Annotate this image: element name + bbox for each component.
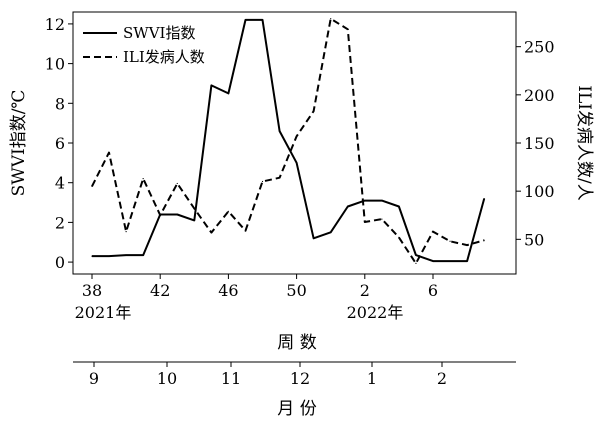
ili-point <box>142 178 144 180</box>
swvi-point <box>483 197 485 200</box>
ili-point <box>108 152 110 154</box>
swvi-point <box>398 205 400 208</box>
swvi-point <box>415 254 417 256</box>
month-tick-label: 2 <box>437 369 447 388</box>
ili-point <box>364 221 366 223</box>
swvi-point <box>296 162 298 164</box>
ili-point <box>210 231 212 234</box>
swvi-point <box>432 260 434 262</box>
y-left-tick-label: 12 <box>45 15 65 34</box>
swvi-point <box>108 255 110 257</box>
legend: SWVI指数 ILI发病人数 <box>83 24 205 66</box>
ili-point <box>466 244 468 246</box>
month-tick-label: 9 <box>89 369 99 388</box>
y-right-tick-label: 150 <box>524 134 555 153</box>
swvi-point <box>176 213 178 216</box>
y-right-label: ILI发病人数/人 <box>574 85 594 200</box>
ili-point <box>415 262 417 265</box>
x-tick-label: 2 <box>360 281 370 300</box>
swvi-point <box>261 19 264 21</box>
legend-ili-label: ILI发病人数 <box>123 48 205 66</box>
month-axis-label: 月 份 <box>277 399 316 419</box>
ili-point <box>176 182 178 185</box>
swvi-point <box>313 237 315 239</box>
month-tick-label: 12 <box>290 369 310 388</box>
ili-point <box>330 18 332 20</box>
ili-point <box>193 207 195 210</box>
swvi-point <box>91 255 93 257</box>
x-axis-label: 周 数 <box>277 333 316 353</box>
y-left-tick-label: 0 <box>55 253 65 272</box>
ili-point <box>449 240 451 242</box>
swvi-point <box>347 205 349 208</box>
month-tick-label: 11 <box>221 369 241 388</box>
swvi-point <box>125 254 127 256</box>
y-left-tick-label: 10 <box>45 55 65 74</box>
x-tick-label: 50 <box>286 281 306 300</box>
ili-point <box>159 214 161 216</box>
x-tick-label: 38 <box>82 281 102 300</box>
ili-point <box>244 230 247 232</box>
ili-point <box>278 177 281 179</box>
ili-point <box>432 231 434 233</box>
x-tick-label: 46 <box>218 281 238 300</box>
swvi-point <box>193 219 195 222</box>
swvi-point <box>466 260 468 262</box>
swvi-point <box>278 130 281 132</box>
swvi-point <box>449 260 451 262</box>
month-layer: 9 10 11 12 1 2 <box>89 362 447 388</box>
y-left-tick-label: 4 <box>55 174 65 193</box>
ili-point <box>398 236 400 238</box>
y-left-tick-label: 2 <box>55 213 65 232</box>
y-right-tick-label: 50 <box>524 230 544 249</box>
ili-point <box>313 110 315 112</box>
x-tick-label: 6 <box>428 281 438 300</box>
swvi-point <box>227 92 229 94</box>
y-left-tick-label: 6 <box>55 134 65 153</box>
x-tick-label: 42 <box>150 281 170 300</box>
ili-point <box>296 135 298 137</box>
ili-line <box>91 17 485 265</box>
ili-point <box>125 231 127 233</box>
y-right-tick-label: 200 <box>524 86 555 105</box>
ili-point <box>483 239 485 241</box>
y-right-tick-label: 250 <box>524 38 555 57</box>
year-label-2022: 2022年 <box>347 303 404 322</box>
ili-point <box>227 210 229 212</box>
month-tick-label: 10 <box>157 369 177 388</box>
swvi-point <box>244 19 247 21</box>
y-left-label: SWVI指数/℃ <box>9 90 29 197</box>
swvi-point <box>142 254 144 256</box>
y-left-tick-label: 8 <box>55 94 65 113</box>
ili-point <box>261 180 264 183</box>
swvi-point <box>381 199 383 202</box>
swvi-point <box>330 231 332 233</box>
ili-point <box>91 185 93 187</box>
y-right-tick-label: 100 <box>524 182 555 201</box>
legend-swvi-label: SWVI指数 <box>123 24 195 42</box>
swvi-point <box>364 199 366 202</box>
swvi-point <box>210 84 212 87</box>
ili-point <box>381 218 383 220</box>
ili-point <box>347 28 349 30</box>
month-tick-label: 1 <box>367 369 377 388</box>
year-label-2021: 2021年 <box>75 303 132 322</box>
